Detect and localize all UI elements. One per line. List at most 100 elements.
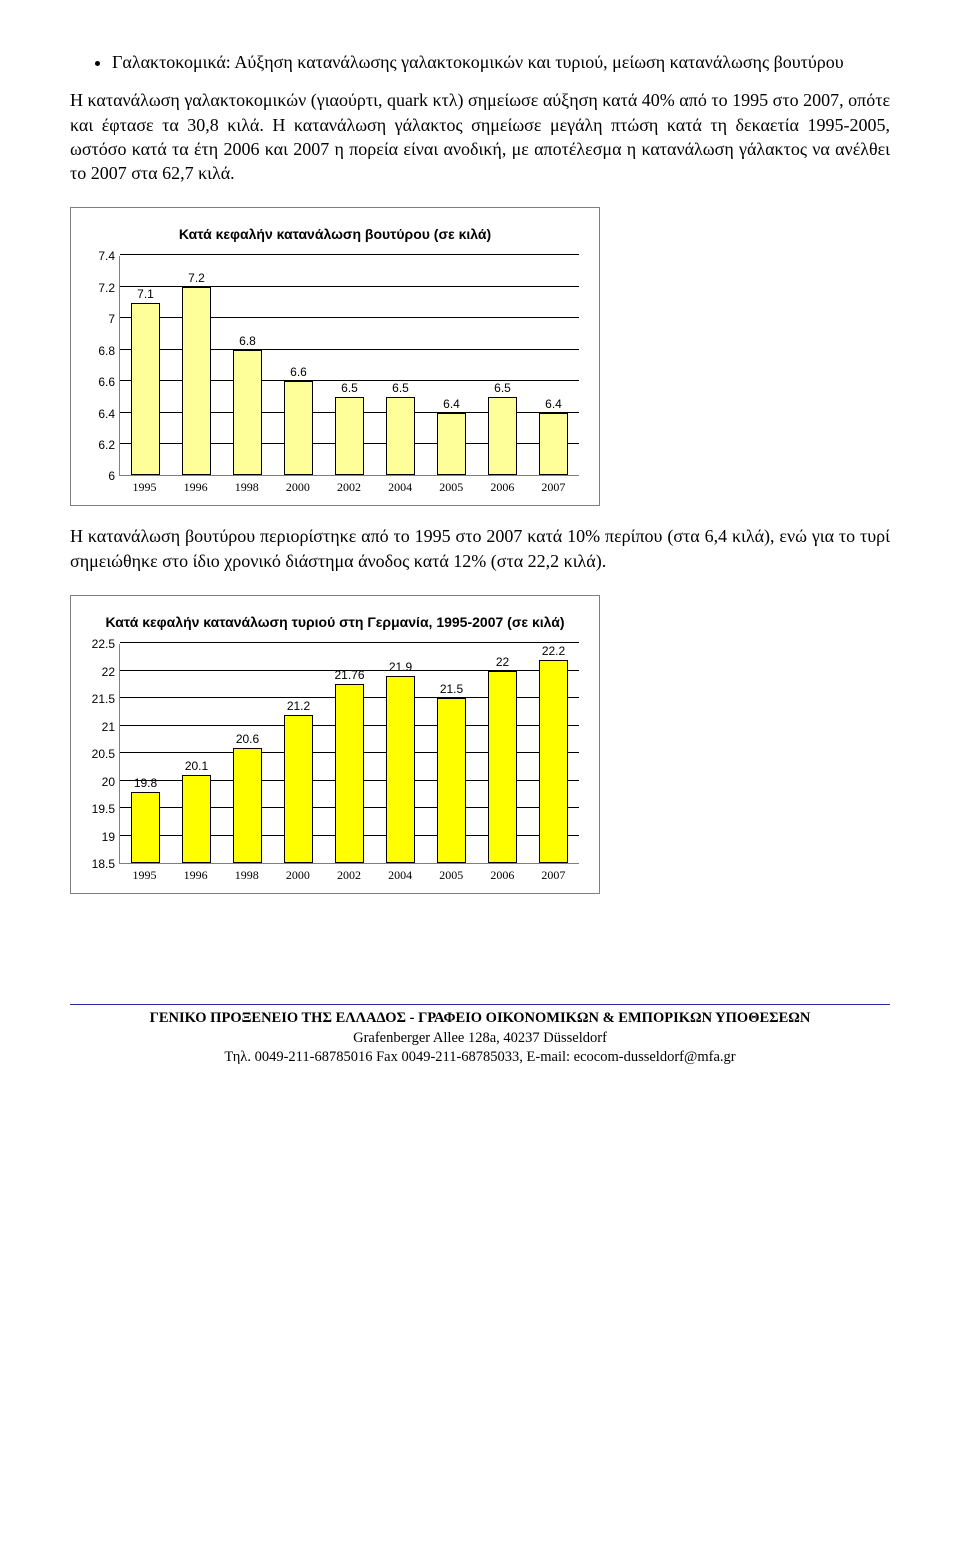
butter-chart-x-label: 1996 — [170, 476, 221, 495]
butter-chart-bar-slot: 6.6 — [273, 256, 324, 475]
butter-chart-bar-slot: 6.8 — [222, 256, 273, 475]
cheese-chart-plot: 18.51919.52020.52121.52222.519.820.120.6… — [85, 644, 585, 864]
cheese-chart-bars: 19.8 20.1 20.6 21.2 21.76 21.9 21.5 22 22.2 — [120, 644, 579, 863]
cheese-chart-bar — [437, 698, 466, 863]
cheese-chart-bar — [182, 775, 211, 863]
footer-line-3: Τηλ. 0049-211-68785016 Fax 0049-211-6878… — [70, 1048, 890, 1068]
cheese-chart-y-tick-label: 18.5 — [92, 857, 115, 871]
butter-chart-bar — [386, 397, 415, 476]
page-footer: ΓΕΝΙΚΟ ΠΡΟΞΕΝΕΙΟ ΤΗΣ ΕΛΛΑΔΟΣ - ΓΡΑΦΕΙΟ Ο… — [70, 1009, 890, 1068]
butter-chart-frame: Κατά κεφαλήν κατανάλωση βουτύρου (σε κιλ… — [70, 207, 600, 506]
butter-chart-x-label: 2002 — [323, 476, 374, 495]
cheese-chart-title: Κατά κεφαλήν κατανάλωση τυριού στη Γερμα… — [85, 614, 585, 630]
cheese-chart-bar — [335, 684, 364, 863]
butter-chart-bar — [284, 381, 313, 475]
butter-chart-bar-slot: 7.1 — [120, 256, 171, 475]
cheese-chart-bar-value: 21.2 — [287, 699, 310, 713]
butter-chart-bar-value: 6.4 — [443, 397, 460, 411]
butter-chart-bar — [335, 397, 364, 476]
cheese-chart-y-tick-label: 20.5 — [92, 747, 115, 761]
cheese-chart-bar — [233, 748, 262, 864]
cheese-chart-x-label: 1998 — [221, 864, 272, 883]
butter-chart-x-label: 2007 — [528, 476, 579, 495]
cheese-chart-bar-value: 22 — [496, 655, 509, 669]
cheese-chart-bar — [284, 715, 313, 864]
butter-chart-bar-value: 6.5 — [494, 381, 511, 395]
butter-chart-plot-area: 7.1 7.2 6.8 6.6 6.5 6.5 6.4 6.5 6.4 — [119, 256, 579, 476]
butter-chart-title: Κατά κεφαλήν κατανάλωση βουτύρου (σε κιλ… — [85, 226, 585, 242]
cheese-chart-bar-slot: 21.5 — [426, 644, 477, 863]
cheese-chart-bar-value: 21.9 — [389, 660, 412, 674]
cheese-chart-gridline — [120, 642, 579, 643]
bullet-list: Γαλακτοκομικά: Αύξηση κατανάλωσης γαλακτ… — [70, 50, 890, 74]
butter-chart-bar-value: 6.8 — [239, 334, 256, 348]
cheese-chart-x-label: 2002 — [323, 864, 374, 883]
butter-chart-y-tick-label: 7.2 — [98, 281, 115, 295]
butter-chart-gridline — [120, 254, 579, 255]
cheese-chart-bar-slot: 19.8 — [120, 644, 171, 863]
butter-chart-bar — [182, 287, 211, 476]
butter-chart-x-label: 1995 — [119, 476, 170, 495]
cheese-chart-x-label: 1996 — [170, 864, 221, 883]
butter-chart-x-label: 1998 — [221, 476, 272, 495]
cheese-chart-x-label: 2005 — [426, 864, 477, 883]
butter-chart-bar — [233, 350, 262, 476]
butter-chart-bar-value: 7.1 — [137, 287, 154, 301]
cheese-chart-bar — [488, 671, 517, 864]
butter-chart-y-tick-label: 6.8 — [98, 344, 115, 358]
butter-chart-bar — [488, 397, 517, 476]
cheese-chart-bar-slot: 21.9 — [375, 644, 426, 863]
cheese-chart-bar-slot: 20.1 — [171, 644, 222, 863]
butter-chart-bar-value: 7.2 — [188, 271, 205, 285]
butter-chart-y-tick-label: 7.4 — [98, 249, 115, 263]
butter-chart-bar-slot: 7.2 — [171, 256, 222, 475]
butter-chart-bar-value: 6.4 — [545, 397, 562, 411]
butter-chart-bar-value: 6.6 — [290, 365, 307, 379]
butter-chart-bar — [131, 303, 160, 476]
butter-chart-bar-slot: 6.5 — [375, 256, 426, 475]
butter-chart-y-tick-label: 7 — [108, 312, 115, 326]
cheese-chart-plot-area: 19.8 20.1 20.6 21.2 21.76 21.9 21.5 22 22.2 — [119, 644, 579, 864]
butter-chart-x-axis: 199519961998200020022004200520062007 — [119, 476, 579, 495]
cheese-chart-bar-slot: 22.2 — [528, 644, 579, 863]
cheese-chart-y-tick-label: 20 — [102, 775, 115, 789]
cheese-chart-bar-slot: 21.76 — [324, 644, 375, 863]
butter-chart-bar-slot: 6.4 — [426, 256, 477, 475]
footer-separator — [70, 1004, 890, 1005]
cheese-chart-bar-value: 21.76 — [334, 668, 364, 682]
butter-chart-bars: 7.1 7.2 6.8 6.6 6.5 6.5 6.4 6.5 6.4 — [120, 256, 579, 475]
butter-chart-y-tick-label: 6.6 — [98, 375, 115, 389]
butter-chart-y-tick-label: 6.2 — [98, 438, 115, 452]
footer-line-1: ΓΕΝΙΚΟ ΠΡΟΞΕΝΕΙΟ ΤΗΣ ΕΛΛΑΔΟΣ - ΓΡΑΦΕΙΟ Ο… — [70, 1009, 890, 1029]
cheese-chart-y-tick-label: 22 — [102, 665, 115, 679]
cheese-chart-x-axis: 199519961998200020022004200520062007 — [119, 864, 579, 883]
cheese-chart-x-label: 2000 — [272, 864, 323, 883]
cheese-chart-bar-value: 20.1 — [185, 759, 208, 773]
butter-chart-bar-value: 6.5 — [341, 381, 358, 395]
cheese-chart-y-tick-label: 21.5 — [92, 692, 115, 706]
paragraph-2: Η κατανάλωση βουτύρου περιορίστηκε από τ… — [70, 524, 890, 573]
cheese-chart-y-tick-label: 19.5 — [92, 802, 115, 816]
cheese-chart-bar-value: 21.5 — [440, 682, 463, 696]
butter-chart-y-axis: 66.26.46.66.877.27.4 — [85, 256, 119, 476]
cheese-chart-frame: Κατά κεφαλήν κατανάλωση τυριού στη Γερμα… — [70, 595, 600, 894]
butter-chart-x-label: 2006 — [477, 476, 528, 495]
cheese-chart-y-axis: 18.51919.52020.52121.52222.5 — [85, 644, 119, 864]
butter-chart-bar-slot: 6.4 — [528, 256, 579, 475]
bullet-item: Γαλακτοκομικά: Αύξηση κατανάλωσης γαλακτ… — [112, 50, 890, 74]
cheese-chart-x-label: 2007 — [528, 864, 579, 883]
butter-chart-bar-value: 6.5 — [392, 381, 409, 395]
butter-chart-x-label: 2000 — [272, 476, 323, 495]
footer-line-2: Grafenberger Allee 128a, 40237 Düsseldor… — [70, 1029, 890, 1049]
cheese-chart-x-label: 2004 — [375, 864, 426, 883]
cheese-chart-y-tick-label: 22.5 — [92, 637, 115, 651]
butter-chart-y-tick-label: 6 — [108, 469, 115, 483]
butter-chart-bar-slot: 6.5 — [324, 256, 375, 475]
butter-chart-bar-slot: 6.5 — [477, 256, 528, 475]
cheese-chart-bar-slot: 20.6 — [222, 644, 273, 863]
butter-chart-plot: 66.26.46.66.877.27.47.17.26.86.66.56.56.… — [85, 256, 585, 476]
cheese-chart-x-label: 1995 — [119, 864, 170, 883]
cheese-chart-bar-slot: 22 — [477, 644, 528, 863]
butter-chart-y-tick-label: 6.4 — [98, 407, 115, 421]
butter-chart-x-label: 2005 — [426, 476, 477, 495]
